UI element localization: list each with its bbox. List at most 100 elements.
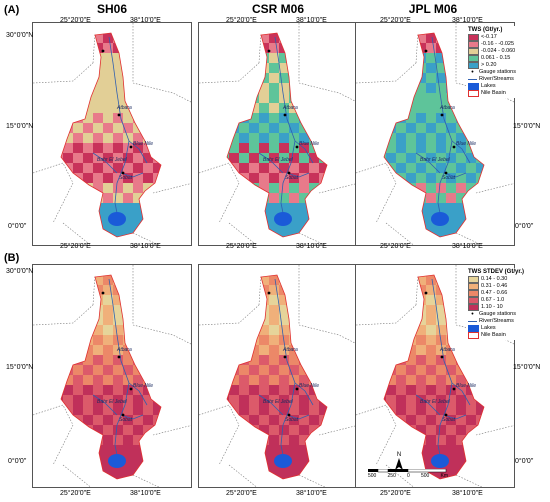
grid-cell [289, 285, 299, 295]
grid-cell [319, 213, 327, 223]
grid-cell [426, 285, 436, 295]
grid-cell [446, 355, 456, 365]
grid-cell [384, 173, 386, 183]
grid-cell [486, 143, 496, 153]
grid-cell [239, 405, 249, 415]
grid-cell [396, 203, 406, 213]
gauge-icon: • [471, 69, 474, 76]
grid-cell [229, 475, 239, 479]
grid-cell [259, 123, 269, 133]
grid-cell [229, 285, 239, 295]
grid-cell [309, 485, 319, 488]
grid-cell [289, 203, 299, 213]
grid-cell [446, 153, 456, 163]
grid-cell [309, 425, 319, 435]
place-label: Sobat [285, 417, 299, 423]
grid-cell [486, 435, 496, 445]
grid-cell [386, 285, 396, 295]
grid-cell [396, 213, 406, 223]
grid-cell [153, 395, 161, 405]
grid-cell [406, 445, 416, 455]
grid-cell [329, 233, 339, 243]
lon-label-bottom-6: 38°10'0"E [452, 490, 483, 497]
grid-cell [376, 485, 386, 488]
grid-cell [61, 445, 63, 455]
grid-cell [384, 183, 386, 193]
grid-cell [446, 113, 456, 123]
grid-cell [446, 265, 456, 275]
country-border [62, 222, 91, 245]
grid-cell [386, 325, 396, 335]
grid-cell [259, 355, 269, 365]
grid-cell [163, 203, 173, 213]
grid-cell [299, 163, 309, 173]
grid-cell [93, 465, 103, 475]
grid-cell [309, 325, 319, 335]
grid-cell [163, 143, 173, 153]
grid-cell [329, 203, 339, 213]
grid-cell [446, 285, 456, 295]
grid-cell [426, 63, 436, 73]
grid-cell [456, 63, 466, 73]
grid-cell [329, 93, 339, 103]
grid-cell [269, 223, 279, 233]
grid-cell [133, 73, 143, 83]
grid-cell [436, 375, 446, 385]
grid-cell [406, 203, 416, 213]
grid-cell [396, 43, 406, 53]
grid-cell [279, 315, 289, 325]
grid-cell [239, 23, 249, 33]
grid-cell [61, 375, 63, 385]
grid-cell [259, 425, 269, 435]
grid-cell [153, 123, 161, 133]
grid-cell [83, 325, 93, 335]
grid-cell [299, 33, 309, 43]
grid-cell [73, 325, 83, 335]
grid-cell [227, 163, 229, 173]
grid-cell [249, 203, 259, 213]
grid-cell [113, 365, 123, 375]
grid-cell [436, 395, 446, 405]
grid-cell [249, 395, 259, 405]
grid-cell [123, 435, 133, 445]
grid-cell [436, 233, 446, 237]
grid-cell [153, 23, 163, 33]
grid-cell [476, 345, 484, 355]
grid-cell [279, 435, 289, 445]
grid-cell [386, 415, 396, 425]
grid-cell [309, 123, 319, 133]
grid-cell [269, 425, 279, 435]
grid-cell [466, 163, 476, 173]
grid-cell [319, 305, 327, 315]
grid-cell [229, 375, 239, 385]
grid-cell [329, 103, 339, 113]
grid-cell [446, 73, 456, 83]
grid-cell [456, 53, 466, 63]
grid-cell [143, 63, 153, 73]
grid-cell [229, 415, 239, 425]
legend-tws-class-2: -0.16 - -0.025 [468, 41, 542, 48]
grid-cell [63, 335, 73, 345]
grid-cell [61, 465, 63, 475]
grid-cell [93, 345, 103, 355]
grid-cell [486, 445, 496, 455]
grid-cell [416, 233, 426, 237]
place-label: Bahr El Jebel [97, 157, 128, 163]
legend-swatch [468, 304, 479, 311]
grid-cell [103, 485, 113, 488]
country-border [152, 425, 191, 436]
grid-cell [113, 375, 123, 385]
legend-swatch [468, 297, 479, 304]
grid-cell [289, 213, 299, 223]
grid-cell [486, 475, 496, 485]
grid-cell [426, 153, 436, 163]
grid-cell [113, 123, 123, 133]
gauge-station [129, 145, 133, 149]
grid-cell [269, 265, 279, 275]
grid-cell [227, 93, 229, 103]
grid-cell [133, 445, 143, 455]
grid-cell [93, 305, 103, 315]
grid-cell [103, 43, 113, 53]
grid-cell [123, 203, 133, 213]
legend-stdev-class-2: 0.31 - 0.46 [468, 283, 542, 290]
